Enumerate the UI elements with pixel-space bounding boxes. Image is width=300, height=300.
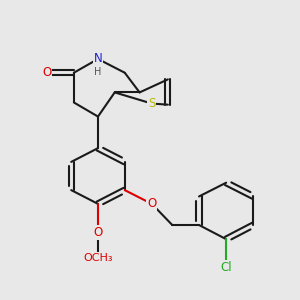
Text: OCH₃: OCH₃ xyxy=(83,253,113,263)
Text: O: O xyxy=(93,226,103,239)
Text: S: S xyxy=(148,97,155,110)
Text: O: O xyxy=(147,197,157,210)
Text: O: O xyxy=(42,66,51,79)
Text: H: H xyxy=(94,67,102,77)
Text: Cl: Cl xyxy=(220,260,232,274)
Text: N: N xyxy=(94,52,102,65)
